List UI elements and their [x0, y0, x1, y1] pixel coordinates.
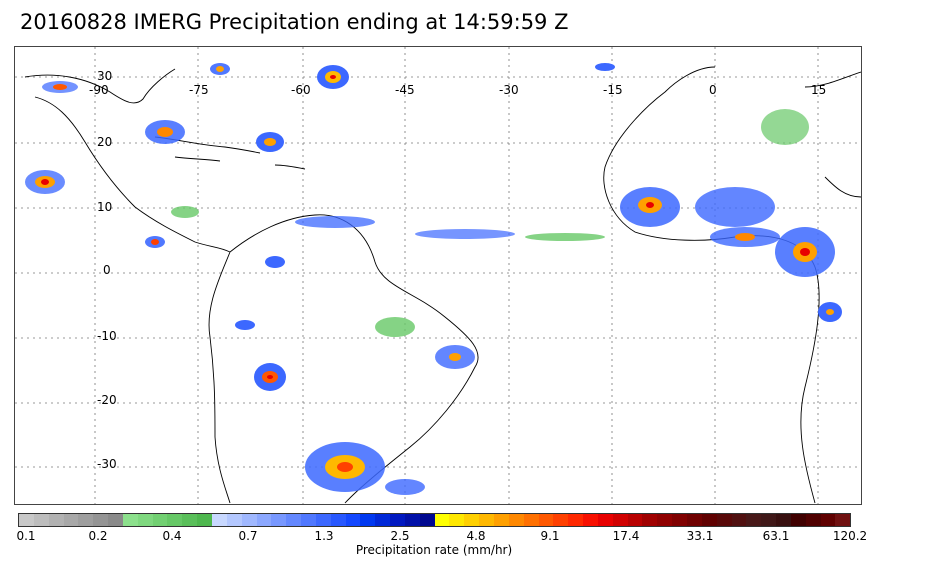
- colorbar-swatch: [746, 514, 762, 526]
- colorbar-swatch: [360, 514, 376, 526]
- colorbar-swatch: [404, 514, 420, 526]
- colorbar-swatch: [820, 514, 836, 526]
- colorbar: [18, 513, 852, 527]
- map-canvas: [15, 47, 861, 504]
- lon-label: 15: [811, 83, 827, 97]
- colorbar-swatch: [301, 514, 316, 526]
- colorbar-swatch: [33, 514, 49, 526]
- map-title: 20160828 IMERG Precipitation ending at 1…: [20, 10, 569, 34]
- colorbar-swatch: [315, 514, 331, 526]
- colorbar-swatch: [805, 514, 821, 526]
- colorbar-swatch: [390, 514, 405, 526]
- colorbar-swatch: [568, 514, 584, 526]
- colorbar-swatch: [375, 514, 391, 526]
- colorbar-swatch: [286, 514, 302, 526]
- colorbar-swatch: [627, 514, 643, 526]
- colorbar-swatch: [761, 514, 777, 526]
- colorbar-swatch: [19, 514, 34, 526]
- colorbar-swatch: [449, 514, 465, 526]
- colorbar-swatch: [657, 514, 673, 526]
- lat-label: 20: [97, 135, 113, 149]
- colorbar-swatch: [523, 514, 539, 526]
- colorbar-swatch: [197, 514, 212, 526]
- lon-label: -45: [395, 83, 415, 97]
- colorbar-swatch: [167, 514, 183, 526]
- lon-label: -15: [603, 83, 623, 97]
- colorbar-tick: 0.2: [88, 529, 108, 543]
- lon-label: -75: [189, 83, 209, 97]
- lon-label: 0: [709, 83, 717, 97]
- lon-label: -30: [499, 83, 519, 97]
- coastlines: [24, 66, 861, 504]
- colorbar-swatch: [508, 514, 524, 526]
- lat-label: 30: [97, 69, 113, 83]
- colorbar-swatch: [464, 514, 480, 526]
- colorbar-tick: 2.5: [390, 529, 410, 543]
- colorbar-swatch: [419, 514, 435, 526]
- colorbar-swatch: [256, 514, 272, 526]
- colorbar-tick: 33.1: [686, 529, 714, 543]
- colorbar-tick: 9.1: [540, 529, 560, 543]
- colorbar-swatch: [434, 514, 450, 526]
- colorbar-swatch: [182, 514, 198, 526]
- lat-label: 0: [103, 263, 111, 277]
- colorbar-swatch: [122, 514, 138, 526]
- colorbar-tick: 120.2: [832, 529, 868, 543]
- lon-label: -60: [291, 83, 311, 97]
- precipitation-cells: [25, 63, 842, 495]
- colorbar-swatch: [686, 514, 702, 526]
- colorbar-label: Precipitation rate (mm/hr): [355, 543, 513, 557]
- colorbar-swatch: [241, 514, 257, 526]
- lat-label: -10: [97, 329, 117, 343]
- colorbar-tick: 63.1: [762, 529, 790, 543]
- colorbar-swatch: [93, 514, 109, 526]
- colorbar-swatch: [583, 514, 598, 526]
- colorbar-swatch: [790, 514, 806, 526]
- lat-label: -30: [97, 457, 117, 471]
- lat-label: -20: [97, 393, 117, 407]
- colorbar-tick: 4.8: [466, 529, 486, 543]
- colorbar-swatch: [701, 514, 717, 526]
- colorbar-swatch: [642, 514, 658, 526]
- colorbar-swatch: [494, 514, 509, 526]
- colorbar-swatch: [835, 514, 851, 526]
- colorbar-swatch: [479, 514, 494, 526]
- colorbar-swatch: [731, 514, 747, 526]
- lat-label: 10: [97, 200, 113, 214]
- precipitation-map: -90 -75 -60 -45 -30 -15 0 15 30 20 10 0 …: [14, 46, 862, 505]
- colorbar-tick: 17.4: [612, 529, 640, 543]
- colorbar-swatch: [48, 514, 64, 526]
- colorbar-swatch: [271, 514, 287, 526]
- colorbar-swatch: [597, 514, 613, 526]
- colorbar-swatch: [612, 514, 628, 526]
- colorbar-swatch: [672, 514, 687, 526]
- colorbar-swatch: [63, 514, 79, 526]
- colorbar-swatch: [108, 514, 123, 526]
- colorbar-tick: 0.7: [238, 529, 258, 543]
- colorbar-swatch: [211, 514, 227, 526]
- colorbar-swatch: [226, 514, 242, 526]
- colorbar-tick: 1.3: [314, 529, 334, 543]
- colorbar-swatch: [776, 514, 791, 526]
- colorbar-tick: 0.4: [162, 529, 182, 543]
- colorbar-swatch: [538, 514, 554, 526]
- colorbar-swatch: [345, 514, 361, 526]
- gridlines: [15, 47, 861, 504]
- colorbar-swatch: [152, 514, 168, 526]
- colorbar-swatch: [78, 514, 94, 526]
- colorbar-swatch: [716, 514, 732, 526]
- colorbar-swatch: [553, 514, 569, 526]
- colorbar-tick: 0.1: [16, 529, 36, 543]
- colorbar-swatch: [330, 514, 346, 526]
- colorbar-swatch: [137, 514, 153, 526]
- lon-label: -90: [89, 83, 109, 97]
